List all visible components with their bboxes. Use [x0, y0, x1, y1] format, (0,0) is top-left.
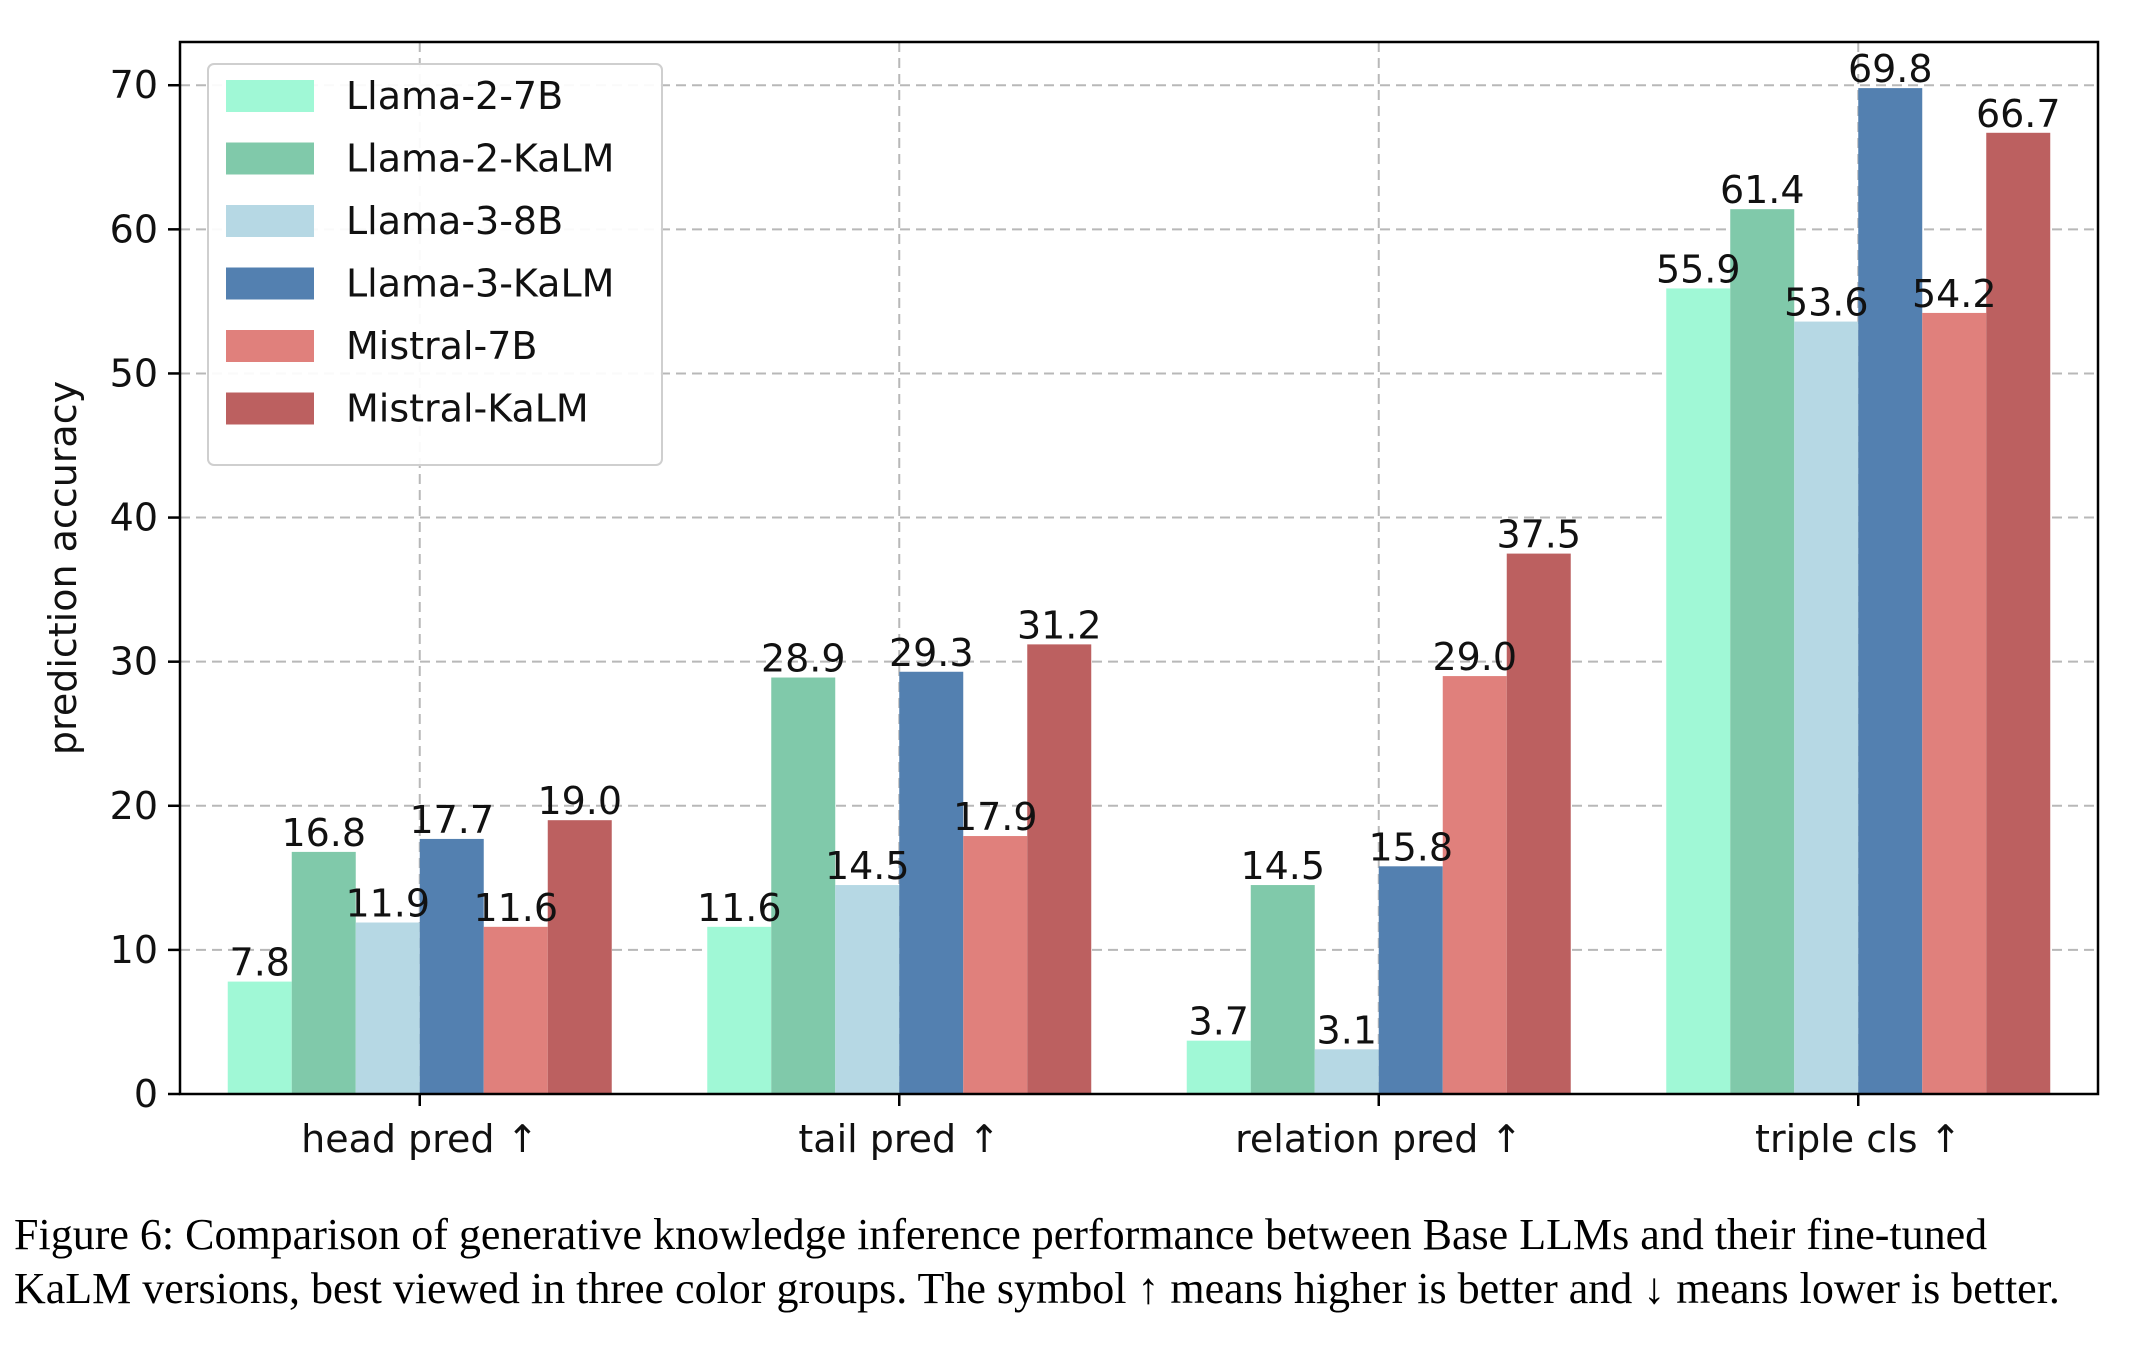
- data-label: 15.8: [1368, 825, 1453, 869]
- bar: [291, 851, 356, 1094]
- y-tick-label: 10: [110, 928, 158, 972]
- data-label: 37.5: [1496, 513, 1581, 557]
- legend-swatch: [226, 267, 314, 300]
- caption-line-2: KaLM versions, best viewed in three colo…: [14, 1264, 2060, 1313]
- legend-label: Llama-3-8B: [346, 199, 563, 243]
- bar: [707, 926, 772, 1094]
- legend-label: Llama-2-7B: [346, 74, 563, 118]
- legend-label: Llama-2-KaLM: [346, 137, 614, 181]
- legend-label: Mistral-KaLM: [346, 387, 589, 431]
- legend: Llama-2-7B Llama-2-KaLM Llama-3-8B Llama-3-…: [207, 63, 663, 466]
- bar-chart: 7.8 11.6 3.7 55.9 16.8 28.9 14.5 61.4 11.9 14.5 3.…: [41, 40, 2100, 1161]
- bar: [963, 836, 1028, 1094]
- data-labels: 7.8 11.6 3.7 55.9 16.8 28.9 14.5 61.4 11.9 14.5 3.…: [230, 47, 2061, 1052]
- data-label: 31.2: [1017, 603, 1102, 647]
- bar: [899, 671, 964, 1094]
- data-label: 61.4: [1720, 168, 1805, 212]
- data-label: 7.8: [230, 941, 290, 985]
- data-label: 69.8: [1848, 47, 1933, 91]
- bar: [1922, 312, 1987, 1094]
- bar: [1378, 866, 1443, 1094]
- bars: [227, 88, 2051, 1095]
- plot-frame: [178, 40, 2100, 1096]
- axes: 0 10 20 30 40 50 60 70 head pred ↑ tail pred ↑ rel…: [110, 63, 1962, 1161]
- bar: [419, 838, 484, 1094]
- data-label: 3.7: [1189, 1000, 1249, 1044]
- bar: [1986, 132, 2051, 1094]
- bar: [1314, 1049, 1379, 1094]
- data-label: 66.7: [1976, 92, 2061, 136]
- y-axis-label: prediction accuracy: [41, 381, 85, 755]
- legend-swatch: [226, 205, 314, 237]
- bar: [1730, 209, 1795, 1095]
- bar: [1506, 553, 1571, 1094]
- data-label: 54.2: [1912, 272, 1997, 316]
- data-label: 16.8: [281, 811, 366, 855]
- data-label: 19.0: [537, 779, 622, 823]
- x-tick-label: relation pred ↑: [1235, 1117, 1522, 1161]
- data-label: 17.7: [409, 798, 494, 842]
- data-label: 11.6: [697, 886, 782, 930]
- bar: [355, 922, 420, 1094]
- data-label: 3.1: [1317, 1008, 1377, 1052]
- bar: [227, 981, 292, 1094]
- legend-swatch: [226, 80, 314, 112]
- y-tick-label: 0: [134, 1072, 158, 1116]
- data-label: 29.3: [889, 631, 974, 675]
- bar: [1794, 321, 1859, 1094]
- y-tick-label: 70: [110, 63, 158, 107]
- data-label: 11.6: [473, 886, 558, 930]
- bar: [1442, 676, 1507, 1094]
- bar: [1186, 1040, 1251, 1094]
- y-tick-label: 20: [110, 784, 158, 828]
- x-tick-label: triple cls ↑: [1755, 1117, 1961, 1161]
- y-tick-label: 60: [110, 207, 158, 251]
- y-tick-label: 40: [110, 496, 158, 540]
- bar: [1666, 288, 1731, 1095]
- data-label: 14.5: [825, 844, 910, 888]
- legend-box: [207, 63, 663, 466]
- x-tick-label: tail pred ↑: [798, 1117, 1000, 1161]
- bar: [1858, 88, 1923, 1095]
- data-label: 55.9: [1656, 247, 1741, 291]
- y-tick-label: 50: [110, 351, 158, 395]
- legend-swatch: [226, 392, 314, 425]
- bar: [483, 926, 548, 1094]
- legend-label: Llama-3-KaLM: [346, 262, 614, 306]
- y-tick-label: 30: [110, 640, 158, 684]
- bar: [1250, 885, 1315, 1094]
- bar: [835, 885, 900, 1094]
- x-tick-label: head pred ↑: [301, 1117, 538, 1161]
- figure-caption: Figure 6: Comparison of generative knowl…: [14, 1208, 2132, 1316]
- data-label: 11.9: [345, 882, 430, 926]
- bar: [547, 820, 612, 1094]
- bar: [771, 677, 836, 1094]
- caption-line-1: Figure 6: Comparison of generative knowl…: [14, 1210, 1988, 1259]
- legend-label: Mistral-7B: [346, 324, 537, 368]
- data-label: 17.9: [953, 795, 1038, 839]
- data-label: 53.6: [1784, 281, 1869, 325]
- legend-swatch: [226, 142, 314, 175]
- data-label: 14.5: [1240, 844, 1325, 888]
- bar: [1027, 644, 1092, 1094]
- data-label: 29.0: [1432, 635, 1517, 679]
- legend-swatch: [226, 330, 314, 362]
- data-label: 28.9: [761, 637, 846, 681]
